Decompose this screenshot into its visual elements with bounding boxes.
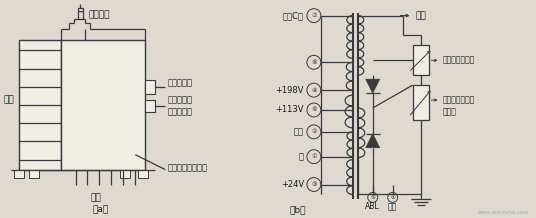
Text: 聚焦电压输出引线: 聚焦电压输出引线	[167, 163, 207, 172]
Text: 加速极电压: 加速极电压	[167, 95, 192, 105]
Text: ①: ①	[311, 154, 317, 159]
Bar	[145, 100, 155, 112]
Text: ④: ④	[390, 195, 395, 200]
Text: ⑤: ⑤	[370, 195, 375, 200]
Text: 行管C极: 行管C极	[283, 11, 304, 20]
Text: 调聚焦的电位器: 调聚焦的电位器	[443, 56, 475, 65]
Text: ②: ②	[311, 129, 317, 134]
Text: 灯丝: 灯丝	[294, 127, 304, 136]
Text: +24V: +24V	[281, 180, 304, 189]
Text: ABL: ABL	[366, 202, 380, 211]
Text: 接地: 接地	[388, 202, 397, 211]
Text: +113V: +113V	[276, 106, 304, 114]
Text: ⑧: ⑧	[311, 60, 317, 65]
Bar	[138, 170, 148, 177]
Text: 高压: 高压	[415, 11, 426, 20]
Text: www.elecfans.com: www.elecfans.com	[478, 210, 530, 215]
Text: ③: ③	[311, 182, 317, 187]
Text: （b）: （b）	[289, 205, 306, 214]
Bar	[121, 170, 130, 177]
Text: 线圈: 线圈	[4, 95, 14, 105]
Bar	[413, 45, 429, 75]
Bar	[19, 41, 61, 170]
Bar	[145, 80, 155, 94]
Polygon shape	[366, 134, 379, 148]
Text: ⑨: ⑨	[311, 88, 317, 93]
Text: 电位器: 电位器	[443, 107, 457, 116]
Bar	[413, 85, 429, 120]
Text: （a）: （a）	[92, 205, 109, 214]
Bar	[78, 8, 84, 11]
Text: +198V: +198V	[276, 86, 304, 95]
Text: 调整电位器: 调整电位器	[167, 107, 192, 116]
Text: 聚焦电位器: 聚焦电位器	[167, 79, 192, 88]
Text: ⑥: ⑥	[311, 107, 317, 112]
Text: 引脚: 引脚	[90, 193, 101, 202]
Text: 地: 地	[299, 152, 304, 161]
Bar	[61, 41, 145, 170]
Bar	[28, 170, 39, 177]
Bar	[13, 170, 24, 177]
Text: 调加速极电压的: 调加速极电压的	[443, 95, 475, 105]
Text: ⑦: ⑦	[311, 13, 317, 18]
Polygon shape	[366, 79, 379, 93]
Text: 高压引线: 高压引线	[88, 10, 110, 19]
